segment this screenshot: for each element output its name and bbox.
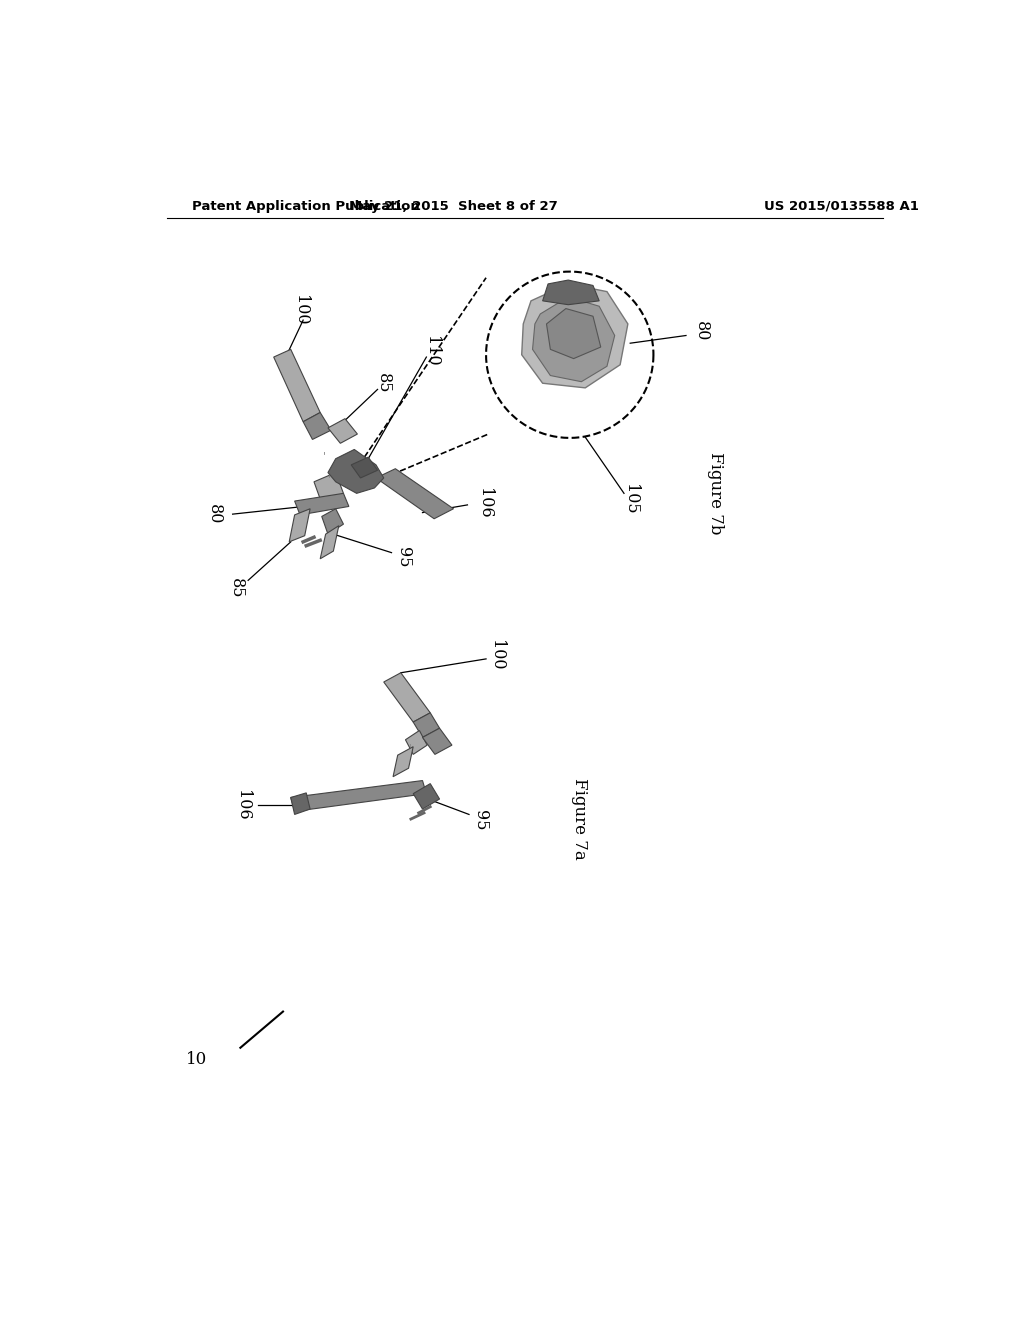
Text: 80: 80 [693, 322, 710, 342]
Text: 100: 100 [292, 294, 308, 325]
Polygon shape [376, 469, 454, 519]
Text: 100: 100 [488, 640, 506, 671]
Polygon shape [532, 297, 614, 381]
Text: 106: 106 [476, 488, 493, 519]
Polygon shape [414, 784, 439, 809]
Polygon shape [289, 508, 310, 543]
Text: ': ' [324, 450, 327, 461]
Text: Figure 7b: Figure 7b [707, 451, 724, 535]
Text: 95: 95 [472, 810, 489, 830]
Polygon shape [543, 280, 599, 305]
Polygon shape [414, 713, 439, 738]
Text: Patent Application Publication: Patent Application Publication [191, 199, 419, 213]
Polygon shape [322, 508, 343, 535]
Polygon shape [406, 730, 427, 755]
Text: 85: 85 [375, 374, 392, 393]
Polygon shape [351, 457, 378, 478]
Polygon shape [328, 418, 357, 444]
Text: 95: 95 [394, 546, 412, 568]
Text: 105: 105 [622, 484, 639, 515]
Text: May 21, 2015  Sheet 8 of 27: May 21, 2015 Sheet 8 of 27 [349, 199, 558, 213]
Polygon shape [328, 449, 384, 494]
Text: ': ' [409, 743, 412, 754]
Polygon shape [295, 494, 349, 515]
Polygon shape [521, 284, 628, 388]
Text: 85: 85 [228, 578, 245, 598]
Polygon shape [423, 729, 452, 755]
Text: Figure 7a: Figure 7a [570, 779, 588, 859]
Polygon shape [321, 525, 339, 558]
Polygon shape [384, 673, 430, 722]
Text: US 2015/0135588 A1: US 2015/0135588 A1 [764, 199, 919, 213]
Text: 80: 80 [206, 504, 223, 524]
Text: 110: 110 [423, 335, 440, 366]
Text: 10: 10 [185, 1051, 207, 1068]
Text: 106: 106 [234, 789, 251, 821]
Polygon shape [393, 747, 414, 776]
Polygon shape [291, 793, 310, 814]
Polygon shape [314, 473, 343, 503]
Polygon shape [303, 412, 331, 440]
Polygon shape [273, 350, 321, 422]
Polygon shape [291, 780, 426, 812]
Polygon shape [547, 309, 601, 359]
Text: ': ' [328, 474, 331, 484]
